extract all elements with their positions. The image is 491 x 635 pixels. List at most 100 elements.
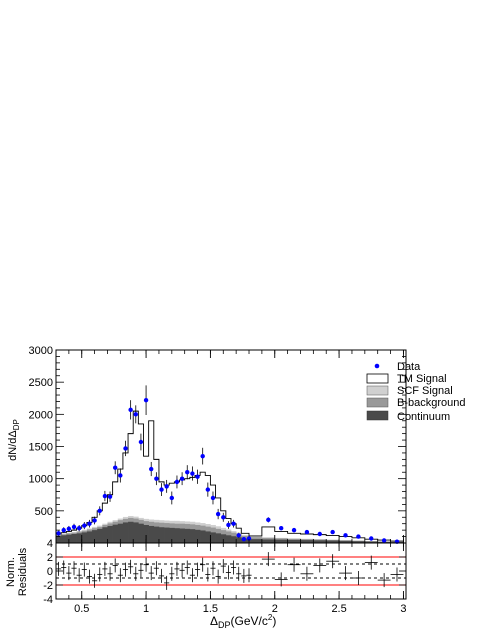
residual-point (210, 561, 216, 576)
continuum-bar (215, 533, 222, 543)
residual-point (174, 561, 180, 576)
data-marker (226, 522, 231, 528)
continuum-bar (174, 528, 180, 543)
residual-point (326, 554, 340, 569)
data-point (56, 530, 61, 536)
legend-label-continuum: Continuum (397, 411, 450, 423)
data-marker (215, 511, 221, 517)
data-point (231, 519, 236, 528)
data-point (221, 512, 226, 522)
data-point (179, 472, 185, 486)
residual-point (205, 567, 211, 582)
data-marker (317, 531, 322, 537)
residual-y-tick-label: -2 (43, 580, 53, 592)
residual-point (86, 569, 93, 584)
residual-y-axis-label: Norm. (5, 557, 17, 587)
main-distribution-panel: 500 1000 1500 2000 2500 3000 dN/dΔDP Data TM … (7, 345, 466, 544)
data-marker (97, 508, 102, 514)
residual-point (313, 558, 327, 573)
data-marker (92, 518, 97, 523)
residuals-panel: 0.5 1 1.5 2 2.5 3 -4 -2 0 2 4 Norm. Residuals ΔDP… (5, 538, 407, 630)
x-tick-label: 0.5 (74, 603, 89, 615)
data-point (112, 461, 118, 475)
residual-point (133, 566, 139, 581)
data-marker (118, 473, 123, 478)
data-marker (179, 476, 185, 481)
data-marker (356, 534, 361, 539)
continuum-bar (66, 534, 72, 543)
continuum-bar (351, 541, 366, 543)
legend-label-scf-signal: SCF Signal (397, 385, 453, 397)
residual-point (81, 562, 87, 577)
residual-point (231, 560, 237, 575)
data-point (205, 482, 211, 497)
data-point (76, 524, 82, 532)
legend-entry-b-background: B-background (366, 397, 466, 409)
residual-point (66, 566, 72, 581)
legend-entry-tm-signal: TM Signal (366, 373, 447, 385)
data-marker (381, 538, 387, 543)
residual-point (236, 566, 242, 581)
residual-point (169, 566, 175, 581)
residual-point (287, 557, 301, 572)
residual-y-ticks: -4 -2 0 2 4 (43, 538, 406, 606)
data-marker (61, 527, 66, 533)
legend-entry-continuum: Continuum (366, 410, 450, 423)
continuum-bar (205, 531, 211, 543)
continuum-bar (249, 539, 263, 543)
data-point (369, 536, 374, 541)
residual-point (97, 567, 103, 582)
data-marker (123, 446, 128, 451)
data-point (143, 385, 149, 415)
residual-point (138, 563, 144, 578)
data-marker (278, 526, 284, 531)
residual-points (56, 552, 404, 590)
x-tick-label: 1 (143, 603, 149, 615)
main-y-tick-label: 1000 (29, 474, 53, 486)
continuum-bar (122, 522, 129, 543)
residual-point (153, 561, 159, 576)
data-marker (128, 407, 133, 413)
continuum-bar (81, 532, 88, 543)
residual-point (364, 555, 378, 570)
x-tick-label: 1.5 (203, 603, 218, 615)
data-point (236, 532, 241, 538)
data-marker (87, 521, 92, 526)
continuum-bar (138, 523, 144, 543)
legend-entry-scf-signal: SCF Signal (366, 385, 453, 397)
data-point (241, 536, 247, 542)
x-tick-label: 2.5 (331, 603, 346, 615)
data-marker (330, 529, 335, 535)
data-marker (76, 526, 82, 531)
x-tick-label: 2 (272, 603, 278, 615)
legend-swatch-b-background (366, 397, 389, 408)
residual-point (274, 572, 288, 587)
data-point (381, 538, 387, 543)
continuum-bar (102, 527, 108, 543)
data-marker (149, 466, 154, 472)
legend-data-marker (374, 363, 380, 369)
continuum-bar (326, 540, 340, 543)
residual-x-ticks: 0.5 1 1.5 2 2.5 3 (55, 543, 406, 615)
residual-point (102, 561, 108, 576)
residual-point (148, 566, 154, 581)
continuum-bar (313, 540, 327, 543)
data-marker (246, 536, 252, 541)
data-marker (112, 465, 118, 470)
residual-y-tick-label: 4 (47, 538, 53, 550)
residual-point (92, 573, 98, 588)
data-marker (190, 471, 195, 476)
data-marker (185, 470, 190, 475)
continuum-bar (179, 528, 185, 543)
data-point (92, 516, 97, 525)
residual-y-tick-label: 0 (47, 566, 53, 578)
legend-label-b-background: B-background (397, 397, 466, 409)
data-point (61, 527, 66, 534)
legend-swatch-scf-signal (366, 385, 389, 396)
continuum-bar (261, 539, 276, 543)
data-marker (236, 533, 241, 538)
residual-point (261, 552, 275, 567)
data-point (66, 525, 72, 532)
continuum-bar (148, 525, 155, 543)
